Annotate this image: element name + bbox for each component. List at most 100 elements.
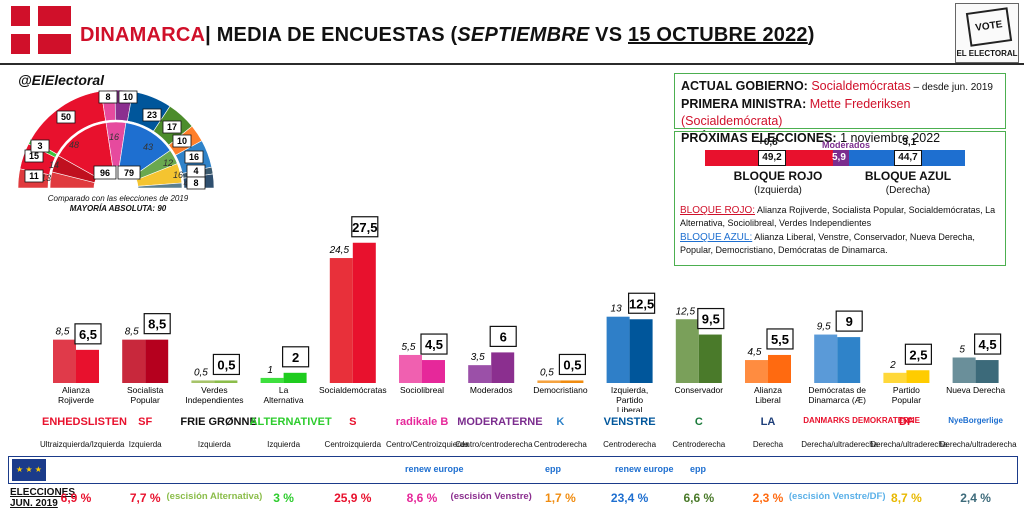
outer-seat-label: 50	[61, 112, 71, 122]
election-2019-value-11: (escisión Venstre/DF)	[788, 491, 886, 502]
blue-bloc-sub: (Derecha)	[885, 185, 931, 196]
inner-seat-label: 43	[143, 142, 153, 152]
category-label-9: Conservador	[674, 385, 723, 395]
red-bloc-def: Alianza Rojiverde, Socialista Popular, S…	[680, 205, 996, 228]
party-ideology-4: Centroizquierda	[324, 440, 382, 449]
party-logo-3: ALTERNATIVET	[249, 416, 332, 428]
bar-current-label-7: 0,5	[563, 357, 581, 372]
blue-bloc-def-label: BLOQUE AZUL:	[680, 232, 753, 243]
twitter-handle: @ElElectoral	[18, 72, 105, 88]
category-label-0: Rojiverde	[58, 395, 94, 405]
party-logo-9: C	[694, 416, 703, 428]
bar-prev-6	[468, 365, 492, 383]
party-ideology-6: Centro/centroderecha	[455, 440, 533, 449]
bar-current-box-0	[74, 323, 102, 345]
outer-seat-label: 23	[147, 110, 157, 120]
bar-current-label-10: 5,5	[771, 332, 789, 347]
inner-seat-label: 16	[109, 132, 119, 142]
bloc-box	[674, 131, 1006, 266]
pm-label: PRIMERA MINISTRA:	[681, 97, 807, 111]
red-bloc-value: 49,2	[758, 150, 786, 166]
party-ideology-8: Centroderecha	[603, 440, 657, 449]
outer-seat-box	[98, 90, 118, 104]
outer-seat-label: 15	[29, 151, 39, 161]
bar-prev-label-6: 3,5	[471, 352, 485, 363]
category-label-1: Popular	[131, 395, 160, 405]
bar-prev-label-4: 24,5	[329, 245, 350, 256]
inner-seat-label: 14	[49, 160, 59, 170]
party-logo-row: ENHEDSLISTEN Ultraizquierda/Izquierda SF Iz…	[0, 412, 1024, 450]
party-ideology-7: Centroderecha	[533, 440, 587, 449]
category-label-10: Liberal	[755, 395, 781, 405]
outer-seat-box	[172, 134, 192, 148]
bar-current-label-9: 9,5	[702, 312, 720, 327]
category-label-12: Popular	[892, 395, 921, 405]
party-logo-6: MODERATERNE	[457, 416, 543, 428]
party-logo-4: S	[349, 416, 357, 428]
bar-current-label-12: 2,5	[909, 347, 927, 362]
bar-prev-13	[952, 357, 976, 383]
outer-seat-label: 3	[37, 141, 42, 151]
bar-prev-label-3: 1	[267, 365, 273, 376]
category-label-13: Nueva Derecha	[946, 385, 1005, 395]
inner-seat-label: 48	[69, 140, 79, 150]
header-divider	[0, 63, 1024, 65]
inner-seat-label: 4	[183, 178, 188, 188]
bar-current-box-2	[212, 353, 240, 376]
bar-prev-label-2: 0,5	[194, 367, 208, 378]
bar-prev-4	[329, 258, 353, 383]
bar-current-box-9	[697, 307, 725, 330]
category-label-5: Sociolibreal	[400, 385, 444, 395]
bar-current-5	[422, 360, 445, 383]
eu-group-logo: epp	[690, 464, 707, 474]
party-ideology-1: Izquierda	[128, 440, 162, 449]
bar-prev-3	[260, 377, 284, 383]
category-label-2: Independientes	[185, 395, 243, 405]
government-info-box: ACTUAL GOBIERNO: Socialdemócratas – desd…	[674, 73, 1006, 145]
bar-current-3	[283, 372, 307, 383]
category-label-7: Democristiano	[533, 385, 588, 395]
party-logo-5: radikale B	[395, 416, 449, 428]
eu-logo-row: renew europe epp renew europe epp	[0, 458, 1024, 482]
category-label-8: Izquierda,	[611, 385, 648, 395]
party-logo-7: K	[556, 416, 565, 428]
bar-current-box-5	[420, 333, 448, 355]
red-bloc-delta: +0,8	[758, 137, 778, 148]
hemicycle-note: Comparado con las elecciones de 2019	[47, 194, 189, 203]
election-2019-value-9: 6,6 %	[683, 491, 715, 505]
outer-seat-box	[24, 169, 44, 183]
outer-seat-box	[142, 108, 162, 122]
bar-current-box-11	[835, 310, 863, 332]
outer-seat-label: 16	[189, 152, 199, 162]
bar-prev-5	[399, 354, 422, 383]
bar-current-box-4	[351, 216, 379, 238]
bar-current-box-6	[489, 325, 517, 347]
category-label-8: Partido	[616, 395, 643, 405]
outer-seat-box	[30, 139, 50, 153]
outer-seat-box	[118, 90, 138, 104]
election-2019-value-10: 2,3 %	[752, 491, 784, 505]
red-bloc-name: BLOQUE ROJO	[733, 169, 823, 183]
bar-current-label-11: 9	[846, 314, 853, 329]
outer-seat-box	[56, 110, 76, 124]
bar-prev-label-9: 12,5	[676, 306, 696, 317]
pm-value: Mette Frederiksen (Socialdemócrata)	[681, 97, 911, 128]
inner-seat-label: 12	[163, 158, 173, 168]
bar-prev-9	[675, 319, 699, 383]
bar-prev-7	[537, 380, 561, 383]
party-logo-8: VENSTRE	[603, 416, 656, 428]
party-ideology-2: Izquierda	[197, 440, 231, 449]
inner-seat-label: 13	[41, 173, 51, 183]
poll-bar-chart: 8,5 6,5AlianzaRojiverde8,58,5SocialistaPo…	[53, 216, 1005, 412]
hemicycle-segment	[137, 182, 183, 189]
outer-seat-label: 8	[193, 178, 198, 188]
eu-flag-icon: ★ ★ ★	[12, 459, 46, 481]
bar-prev-12	[883, 372, 907, 383]
bar-current-6	[491, 352, 515, 383]
category-label-3: La	[279, 385, 289, 395]
outer-seat-box	[186, 176, 206, 190]
bar-current-box-7	[558, 353, 587, 376]
blue-bloc-name: BLOQUE AZUL	[864, 169, 952, 183]
bar-current-box-10	[766, 328, 794, 350]
bar-current-4	[352, 242, 376, 383]
